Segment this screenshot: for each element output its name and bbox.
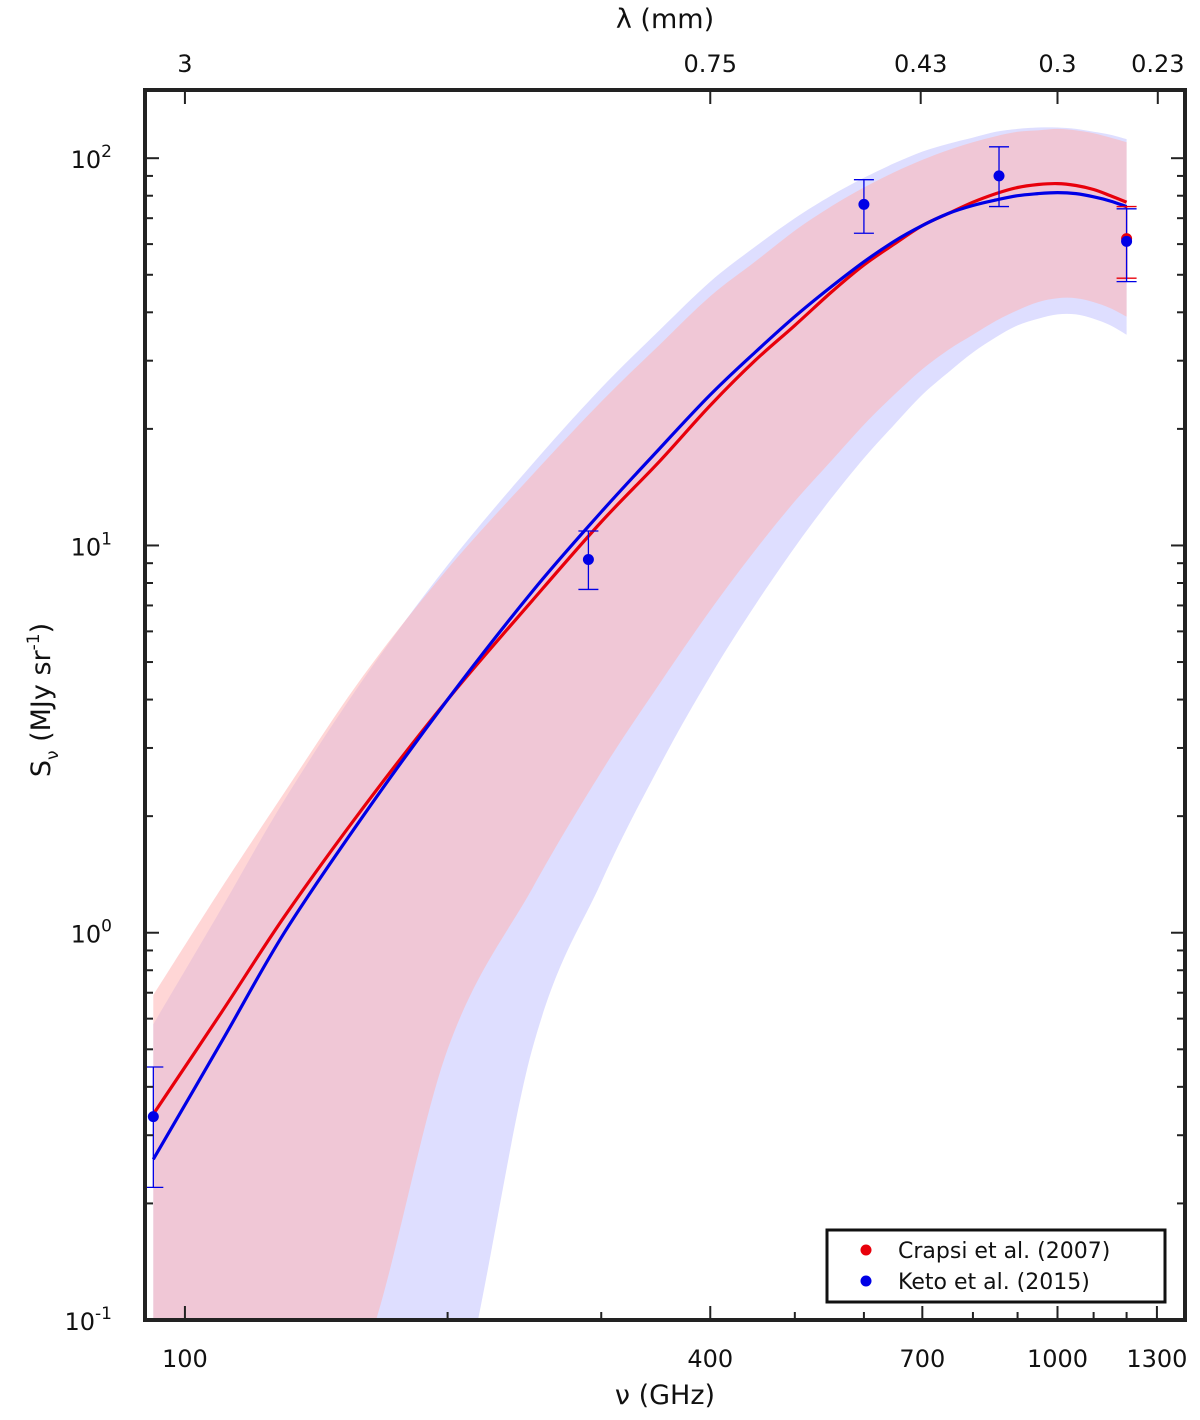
x-axis-label: ν (GHz): [615, 1380, 715, 1411]
point-keto-0: [147, 1111, 159, 1123]
top-tick-label-3: 0.3: [1038, 50, 1076, 78]
y-axis-label-unit: (MJy sr: [26, 649, 57, 750]
plot-frame: [143, 88, 1187, 1322]
y-tick-label-1: 100: [71, 917, 112, 949]
legend-marker-crapsi: [860, 1244, 872, 1256]
top-tick-labels: 3 0.75 0.43 0.3 0.23: [177, 50, 1184, 78]
band-crapsi: [153, 128, 1127, 1320]
point-keto-3: [993, 170, 1005, 182]
top-tick-label-0: 3: [177, 50, 192, 78]
y-tick-label-2: 101: [71, 529, 112, 561]
point-keto-1: [582, 553, 594, 565]
x-tick-label-400: 400: [687, 1345, 733, 1373]
point-keto-4: [1121, 235, 1133, 247]
y-tick-label-0: 10-1: [65, 1304, 113, 1336]
legend-label-crapsi: Crapsi et al. (2007): [898, 1239, 1110, 1264]
y-axis-label-close: ): [26, 623, 57, 634]
legend-marker-keto: [860, 1275, 872, 1287]
uncertainty-bands: [153, 127, 1127, 1320]
x-tick-label-700: 700: [899, 1345, 945, 1373]
y-tick-label-3: 102: [71, 142, 112, 174]
top-tick-label-2: 0.43: [894, 50, 947, 78]
legend: Crapsi et al. (2007) Keto et al. (2015): [825, 1228, 1167, 1304]
y-axis-label-main: S: [26, 760, 57, 777]
curve-keto: [151, 190, 1128, 1161]
legend-label-keto: Keto et al. (2015): [898, 1270, 1090, 1295]
curve-crapsi: [151, 181, 1128, 1116]
model-curves: [151, 181, 1128, 1161]
x-tick-label-1000: 1000: [1027, 1345, 1088, 1373]
top-tick-label-1: 0.75: [684, 50, 737, 78]
x-tick-label-100: 100: [162, 1345, 208, 1373]
data-points: [147, 170, 1133, 1123]
y-tick-labels: 10-1 100 101 102: [65, 142, 113, 1336]
y-axis-label-unit-sup: -1: [24, 633, 44, 650]
legend-box: [825, 1228, 1167, 1304]
point-keto-2: [858, 198, 870, 210]
y-axis-label-sub: ν: [43, 750, 63, 760]
x-tick-labels: 100 400 700 1000 1300: [162, 1345, 1187, 1373]
x-tick-label-1300: 1300: [1126, 1345, 1187, 1373]
y-axis-label: Sν (MJy sr-1): [24, 623, 63, 777]
top-tick-label-4: 0.23: [1131, 50, 1184, 78]
top-axis-label: λ (mm): [616, 4, 714, 35]
plot-area: [145, 127, 1137, 1320]
